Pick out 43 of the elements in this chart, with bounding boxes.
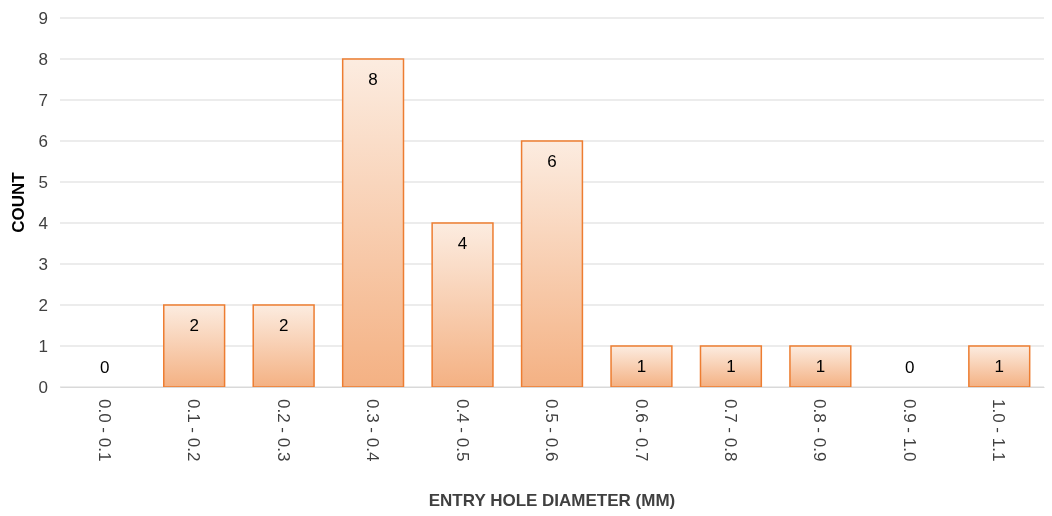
x-tick-label: 0.5 - 0.6: [542, 399, 562, 462]
bar: [431, 222, 494, 388]
y-tick-label: 9: [38, 8, 48, 28]
data-label: 1: [636, 357, 647, 376]
bar: [252, 304, 315, 388]
data-label: 1: [815, 357, 826, 376]
y-tick-label: 4: [38, 213, 48, 233]
data-label: 2: [189, 316, 199, 335]
data-label: 2: [278, 316, 289, 335]
y-tick-label: 6: [38, 131, 48, 151]
bar: [163, 304, 226, 388]
x-tick-label: 0.3 - 0.4: [363, 399, 383, 462]
data-label: 1: [994, 357, 1005, 376]
data-label: 1: [726, 357, 736, 376]
data-label: 6: [547, 152, 557, 171]
y-tick-label: 0: [38, 377, 48, 397]
x-tick-label: 0.4 - 0.5: [452, 399, 472, 462]
y-axis-title: COUNT: [9, 171, 28, 233]
bar: [789, 345, 852, 388]
bar: [520, 140, 584, 388]
x-tick-label: 0.7 - 0.8: [720, 399, 740, 462]
data-label: 0: [99, 358, 110, 377]
data-label: 4: [457, 234, 468, 253]
data-label: 8: [368, 70, 378, 89]
x-tick-label: 0.2 - 0.3: [273, 399, 293, 462]
x-axis-title: ENTRY HOLE DIAMETER (MM): [428, 491, 676, 510]
bar: [968, 345, 1031, 388]
bar: [610, 345, 673, 388]
y-tick-label: 3: [38, 254, 48, 274]
x-tick-label: 0.0 - 0.1: [94, 399, 114, 462]
x-tick-label: 0.8 - 0.9: [810, 399, 830, 462]
bar: [699, 345, 763, 388]
x-tick-label: 0.6 - 0.7: [631, 399, 651, 462]
y-tick-label: 5: [38, 172, 48, 192]
y-tick-label: 8: [38, 49, 48, 69]
x-tick-label: 0.9 - 1.0: [899, 399, 919, 462]
x-tick-label: 1.0 - 1.1: [989, 399, 1009, 462]
y-tick-label: 1: [38, 336, 48, 356]
x-tick-label: 0.1 - 0.2: [184, 399, 204, 462]
y-tick-label: 7: [38, 90, 48, 110]
data-label: 0: [905, 358, 915, 377]
y-tick-label: 2: [38, 295, 48, 315]
bar: [341, 58, 405, 388]
